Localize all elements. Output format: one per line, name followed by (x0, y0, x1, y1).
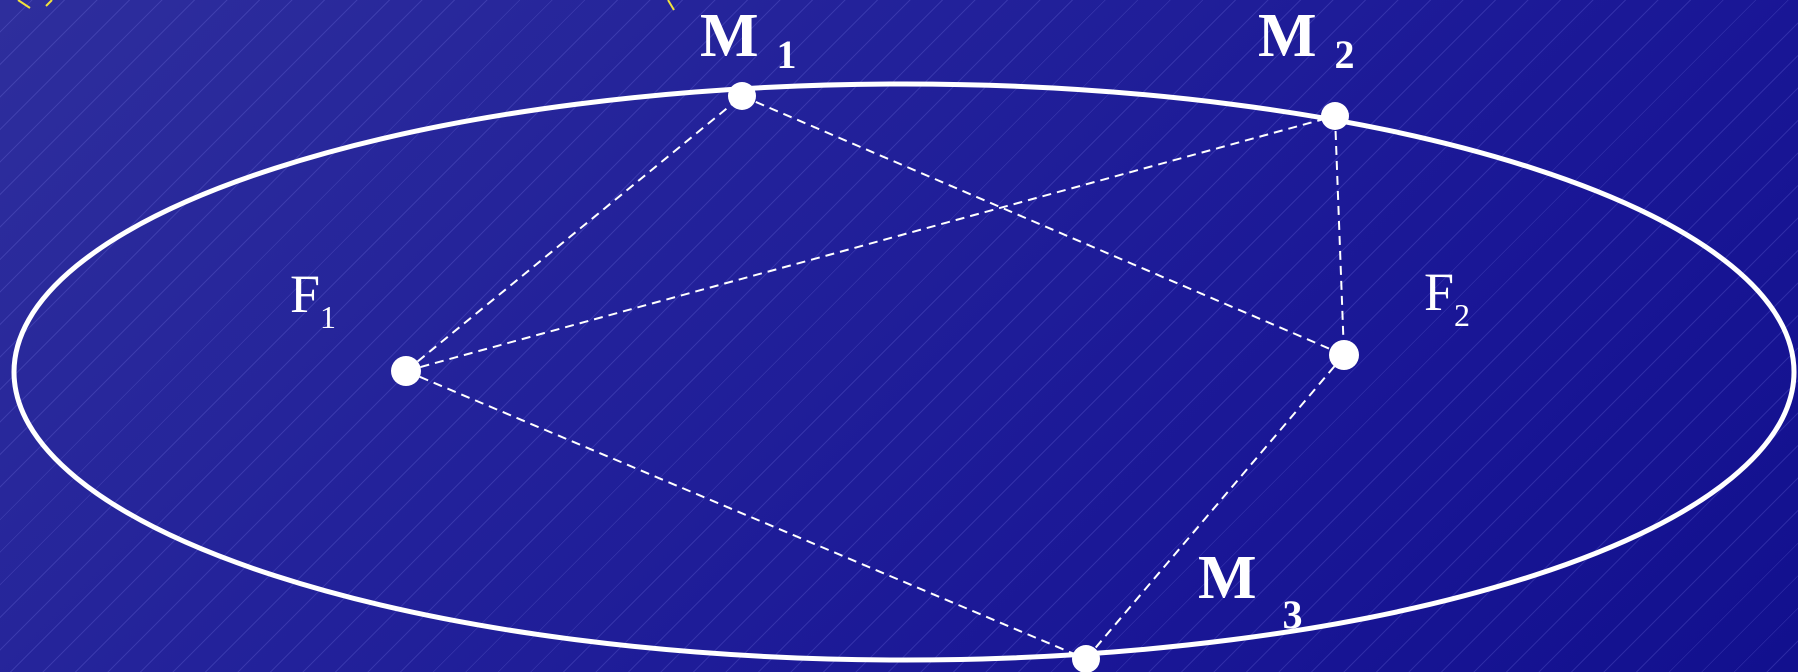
segment-f1-m3 (405, 370, 1087, 660)
label-f1: F1 (290, 264, 336, 335)
ellipse-curve (11, 81, 1797, 663)
segment-f1-m1 (405, 95, 743, 372)
segment-m2-f2 (1334, 115, 1345, 356)
label-m3: M3 (1198, 544, 1303, 637)
segment-m3-f2 (1085, 354, 1345, 660)
star-fragment-icon (17, 0, 53, 9)
star-fragment-icon-2 (667, 0, 675, 11)
focus-f2 (1329, 340, 1359, 370)
segment-m1-f2 (741, 95, 1345, 356)
focus-f1 (391, 356, 421, 386)
point-m2 (1321, 102, 1349, 130)
point-m3 (1072, 645, 1100, 672)
label-f2: F2 (1424, 262, 1470, 333)
segment-f1-m2 (405, 115, 1336, 372)
point-m1 (728, 82, 756, 110)
